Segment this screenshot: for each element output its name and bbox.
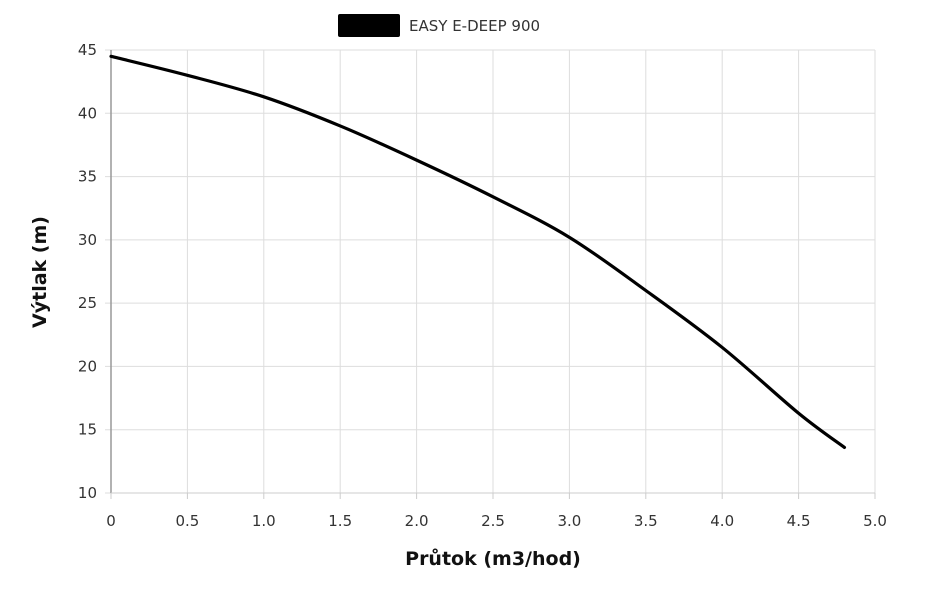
axes bbox=[110, 50, 876, 499]
y-axis-title: Výtlak (m) bbox=[29, 216, 51, 328]
x-tick-label: 0 bbox=[106, 512, 116, 530]
y-tick-label: 25 bbox=[78, 294, 97, 312]
tick-labels: 0 0.5 1.0 1.5 2.0 2.5 3.0 3.5 4.0 4.5 5.0 10 15 20 25 3… bbox=[78, 41, 887, 530]
x-tick-label: 2.5 bbox=[481, 512, 505, 530]
x-tick-label: 0.5 bbox=[175, 512, 199, 530]
x-tick-label: 2.0 bbox=[405, 512, 429, 530]
x-tick-label: 4.0 bbox=[710, 512, 734, 530]
x-tick-label: 1.0 bbox=[252, 512, 276, 530]
legend-label: EASY E-DEEP 900 bbox=[409, 17, 540, 35]
series-layer bbox=[109, 54, 847, 450]
x-tick-label: 3.0 bbox=[557, 512, 581, 530]
legend-swatch[interactable] bbox=[338, 14, 400, 37]
x-tick-label: 1.5 bbox=[328, 512, 352, 530]
y-tick-label: 40 bbox=[78, 104, 97, 122]
legend[interactable]: EASY E-DEEP 900 bbox=[338, 14, 540, 37]
x-tick-label: 5.0 bbox=[863, 512, 887, 530]
series-line[interactable] bbox=[109, 54, 847, 450]
x-axis-title: Průtok (m3/hod) bbox=[405, 547, 581, 570]
y-tick-label: 10 bbox=[78, 484, 97, 502]
x-tick-label: 3.5 bbox=[634, 512, 658, 530]
y-tick-label: 30 bbox=[78, 231, 97, 249]
y-tick-label: 20 bbox=[78, 357, 97, 375]
y-tick-label: 15 bbox=[78, 421, 97, 439]
y-tick-label: 35 bbox=[78, 168, 97, 186]
x-tick-label: 4.5 bbox=[787, 512, 811, 530]
grid bbox=[105, 49, 876, 494]
y-tick-label: 45 bbox=[78, 41, 97, 59]
